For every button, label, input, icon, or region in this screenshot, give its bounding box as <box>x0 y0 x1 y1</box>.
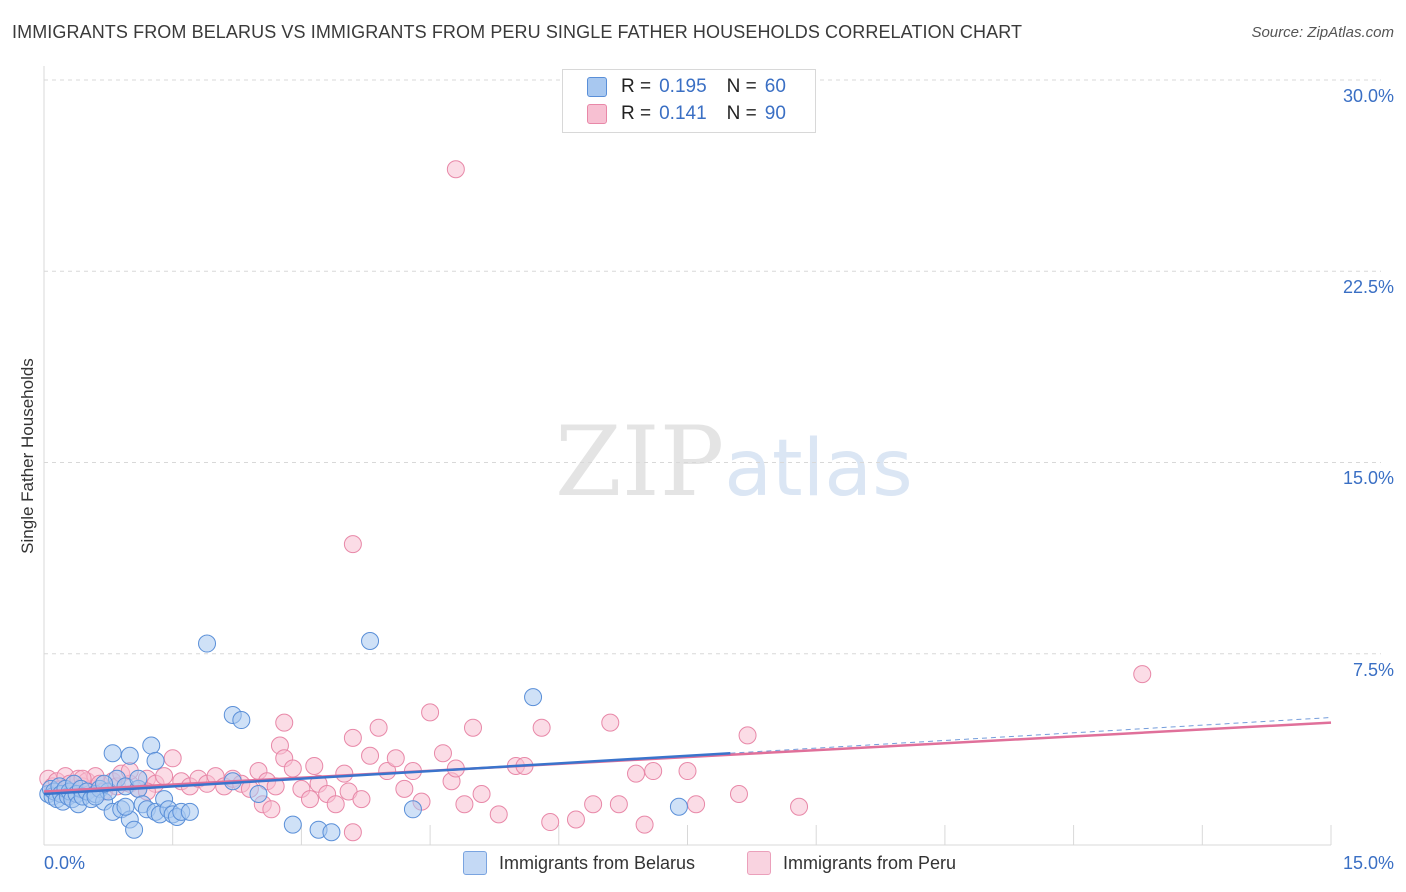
data-point-peru <box>343 535 362 554</box>
data-point-peru <box>627 764 646 783</box>
x-tick-label-max: 15.0% <box>1342 853 1394 873</box>
data-point-belarus <box>120 746 139 765</box>
legend-r-value-peru: 0.141 <box>659 103 707 124</box>
trend-line-peru <box>43 721 1332 793</box>
data-point-peru <box>738 726 757 745</box>
data-point-peru <box>472 785 491 803</box>
data-point-peru <box>489 805 508 824</box>
data-point-peru <box>262 800 281 819</box>
watermark-atlas: atlas <box>724 424 913 514</box>
data-point-belarus <box>125 820 144 839</box>
data-point-belarus <box>103 744 122 763</box>
data-point-belarus <box>403 800 422 819</box>
data-point-belarus <box>232 711 251 730</box>
y-tick-label: 7.5% <box>1352 660 1394 680</box>
data-point-peru <box>584 795 603 814</box>
x-tick-label-min: 0.0% <box>44 853 86 873</box>
legend-row-belarus: R = 0.195 N = 60 <box>587 74 786 100</box>
data-point-peru <box>163 749 182 768</box>
data-point-peru <box>395 779 414 798</box>
data-point-peru <box>566 810 585 829</box>
data-point-peru <box>635 815 654 834</box>
trend-line-belarus <box>43 751 731 796</box>
legend-r-label: R = <box>621 76 652 97</box>
y-tick-label: 15.0% <box>1342 468 1394 488</box>
data-point-peru <box>464 718 482 737</box>
data-point-peru <box>532 718 551 737</box>
legend-r-value-belarus: 0.195 <box>659 76 707 97</box>
legend-row-peru: R = 0.141 N = 90 <box>587 101 786 127</box>
data-point-peru <box>421 703 440 722</box>
data-point-peru <box>326 795 345 814</box>
data-point-peru <box>1133 665 1152 684</box>
data-point-peru <box>455 795 474 814</box>
legend-swatch-peru <box>587 104 607 124</box>
data-point-peru <box>601 713 620 732</box>
data-point-belarus <box>146 751 165 770</box>
legend-bottom-label-peru: Immigrants from Peru <box>783 852 957 873</box>
data-point-peru <box>687 795 706 814</box>
legend-n-label: N = <box>726 76 757 97</box>
data-point-peru <box>541 813 560 832</box>
legend-bottom-swatch-belarus <box>463 851 487 875</box>
data-point-belarus <box>249 785 268 803</box>
data-point-belarus <box>322 823 341 842</box>
data-point-belarus <box>524 688 543 707</box>
trend-line-belarus-extended <box>730 717 1332 754</box>
chart-title: IMMIGRANTS FROM BELARUS VS IMMIGRANTS FR… <box>12 22 1023 42</box>
legend-r-label: R = <box>621 103 652 124</box>
data-point-peru <box>335 764 354 783</box>
data-point-peru <box>155 767 174 786</box>
data-point-peru <box>300 790 319 809</box>
data-point-belarus <box>129 769 148 788</box>
data-point-belarus <box>361 632 380 650</box>
data-point-peru <box>352 790 371 809</box>
data-point-belarus <box>283 815 302 834</box>
data-point-peru <box>433 744 452 763</box>
data-point-peru <box>275 713 294 732</box>
source-label: Source: ZipAtlas.com <box>1251 24 1394 41</box>
data-point-peru <box>386 749 405 768</box>
data-point-peru <box>369 718 388 737</box>
data-point-peru <box>361 746 380 765</box>
legend-n-value-belarus: 60 <box>764 76 786 97</box>
data-point-belarus <box>116 797 135 816</box>
y-tick-label: 30.0% <box>1342 86 1394 106</box>
legend-bottom-peru: Immigrants from Peru <box>747 851 956 875</box>
data-point-peru <box>343 823 362 842</box>
legend-swatch-belarus <box>587 77 607 97</box>
legend-bottom-swatch-peru <box>747 851 771 875</box>
data-point-peru <box>644 762 663 781</box>
data-point-belarus <box>669 797 688 816</box>
legend-n-value-peru: 90 <box>764 103 786 124</box>
data-point-peru <box>609 795 628 814</box>
data-point-peru <box>678 762 697 781</box>
data-point-peru <box>283 759 302 778</box>
legend-n-label: N = <box>726 103 757 124</box>
data-point-peru <box>305 756 324 775</box>
data-point-peru <box>790 797 809 816</box>
data-point-peru <box>378 762 397 781</box>
data-point-belarus <box>142 736 161 755</box>
data-point-belarus <box>180 802 199 821</box>
legend-bottom-belarus: Immigrants from Belarus <box>463 851 695 875</box>
y-tick-label: 22.5% <box>1342 277 1394 297</box>
data-point-belarus <box>198 634 217 653</box>
data-point-peru <box>446 160 465 179</box>
legend-bottom-label-belarus: Immigrants from Belarus <box>499 852 696 873</box>
data-point-peru <box>729 785 748 803</box>
data-point-peru <box>343 728 362 747</box>
correlation-legend: R = 0.195 N = 60 R = 0.141 N = 90 <box>562 69 816 133</box>
